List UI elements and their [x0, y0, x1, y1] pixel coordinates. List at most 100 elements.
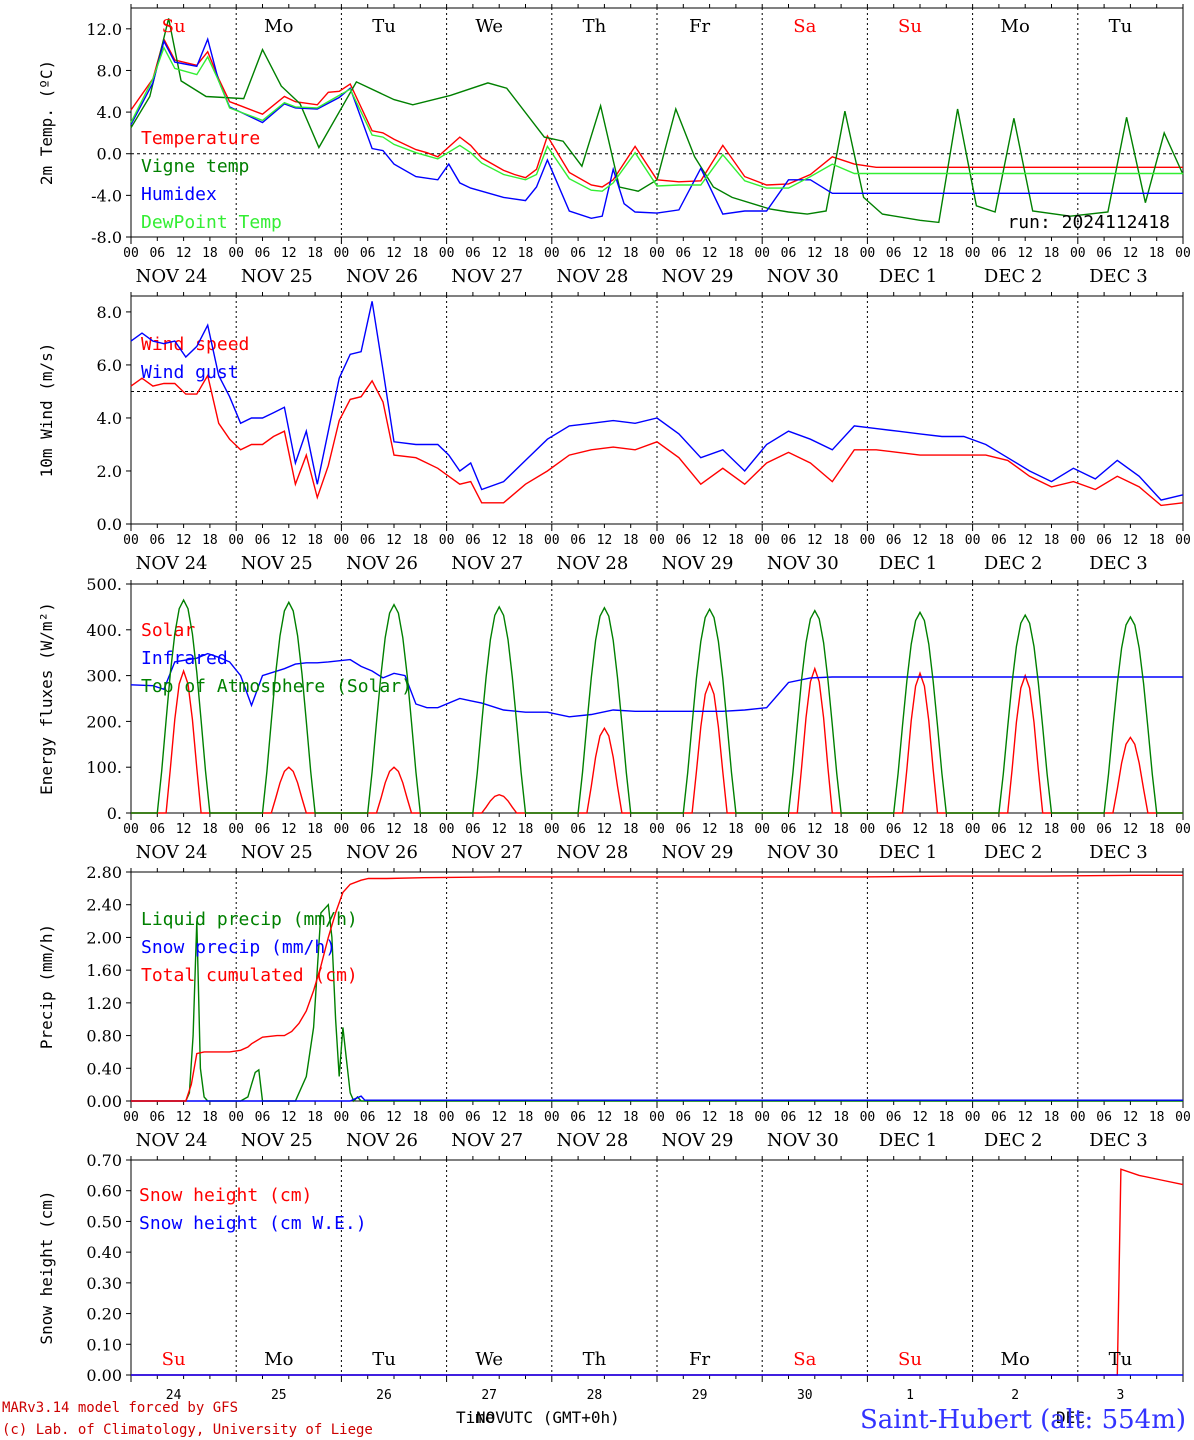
hour-tick-label: 00 [334, 822, 350, 837]
hour-tick-label: 18 [518, 822, 534, 837]
hour-tick-label: 00 [1070, 246, 1086, 261]
hour-tick-label: 06 [360, 822, 376, 837]
hour-tick-label: 12 [597, 1110, 613, 1125]
run-label: run: 2024112418 [1007, 212, 1170, 233]
y-tick-label: 0.40 [86, 1059, 122, 1078]
hour-tick-label: 18 [1149, 822, 1165, 837]
hour-tick-label: 06 [465, 246, 481, 261]
weekday-label: Fr [689, 1349, 710, 1370]
hour-tick-label: 18 [412, 246, 428, 261]
hour-tick-label: 18 [728, 1110, 744, 1125]
month-label: NOV [476, 1408, 505, 1427]
date-label: NOV 26 [346, 553, 418, 574]
hour-tick-label: 00 [544, 1110, 560, 1125]
date-label: DEC 3 [1089, 266, 1148, 287]
hour-tick-label: 18 [412, 822, 428, 837]
weekday-label: Sa [793, 1349, 816, 1370]
y-tick-label: 400. [86, 621, 122, 640]
hour-tick-label: 12 [491, 246, 507, 261]
hour-tick-label: 18 [833, 246, 849, 261]
hour-tick-label: 00 [334, 246, 350, 261]
hour-tick-label: 00 [860, 1110, 876, 1125]
date-label: DEC 3 [1089, 1130, 1148, 1151]
hour-tick-label: 00 [754, 1110, 770, 1125]
hour-tick-label: 06 [360, 533, 376, 548]
hour-tick-label: 12 [912, 533, 928, 548]
hour-tick-label: 06 [675, 822, 691, 837]
hour-tick-label: 18 [518, 1110, 534, 1125]
hour-tick-label: 12 [176, 533, 192, 548]
hour-tick-label: 06 [1096, 822, 1112, 837]
hour-tick-label: 06 [991, 1110, 1007, 1125]
hour-tick-label: 12 [1017, 1110, 1033, 1125]
date-label: DEC 2 [984, 266, 1043, 287]
lab-credit: (c) Lab. of Climatology, University of L… [2, 1422, 373, 1438]
hour-tick-label: 06 [886, 1110, 902, 1125]
date-label: NOV 29 [662, 266, 734, 287]
y-tick-label: 2.0 [97, 462, 122, 481]
legend-entry: Vigne temp [141, 156, 249, 177]
y-tick-label: 1.60 [86, 961, 122, 980]
hour-tick-label: 06 [1096, 246, 1112, 261]
hour-tick-label: 18 [623, 246, 639, 261]
hour-tick-label: 12 [1123, 533, 1139, 548]
hour-tick-label: 06 [360, 1110, 376, 1125]
hour-tick-label: 06 [360, 246, 376, 261]
series-line-humidex [130, 36, 1183, 220]
date-label: NOV 24 [136, 553, 208, 574]
hour-tick-label: 06 [570, 1110, 586, 1125]
hour-tick-label: 18 [1149, 1110, 1165, 1125]
hour-tick-label: 00 [1070, 822, 1086, 837]
hour-tick-label: 00 [123, 246, 139, 261]
hour-tick-label: 00 [228, 533, 244, 548]
legend-entry: Wind speed [141, 334, 249, 355]
hour-tick-label: 00 [1070, 1110, 1086, 1125]
hour-tick-label: 06 [675, 1110, 691, 1125]
hour-tick-label: 18 [202, 533, 218, 548]
series-line-snow-precip-mm-h- [131, 1095, 1183, 1102]
date-label: NOV 28 [556, 1130, 628, 1151]
hour-tick-label: 18 [833, 1110, 849, 1125]
hour-tick-label: 00 [439, 822, 455, 837]
hour-tick-label: 06 [255, 246, 271, 261]
hour-tick-label: 00 [649, 822, 665, 837]
hour-tick-label: 00 [754, 533, 770, 548]
y-tick-label: 0.10 [86, 1335, 122, 1354]
hour-tick-label: 12 [386, 1110, 402, 1125]
hour-tick-label: 18 [938, 822, 954, 837]
hour-tick-label: 06 [255, 1110, 271, 1125]
hour-tick-label: 06 [781, 246, 797, 261]
weekday-label: Mo [264, 1349, 293, 1370]
hour-tick-label: 18 [1044, 822, 1060, 837]
hour-tick-label: 18 [1044, 1110, 1060, 1125]
weekday-label: Mo [1001, 16, 1030, 37]
y-tick-label: 100. [86, 758, 122, 777]
hour-tick-label: 00 [1175, 822, 1191, 837]
hour-tick-label: 00 [439, 246, 455, 261]
hour-tick-label: 06 [570, 533, 586, 548]
hour-tick-label: 12 [702, 822, 718, 837]
y-tick-label: 0.00 [86, 1092, 122, 1111]
hour-tick-label: 12 [807, 246, 823, 261]
hour-tick-label: 00 [544, 533, 560, 548]
hour-tick-label: 06 [991, 533, 1007, 548]
weekday-label: Sa [793, 16, 816, 37]
hour-tick-label: 00 [544, 822, 560, 837]
day-number-label: 25 [271, 1388, 287, 1403]
date-label: DEC 1 [879, 266, 938, 287]
weekday-label: Tu [1109, 1349, 1133, 1370]
legend-entry: Wind gust [141, 362, 239, 383]
hour-tick-label: 12 [1017, 533, 1033, 548]
hour-tick-label: 06 [781, 822, 797, 837]
y-tick-label: 4.0 [97, 409, 122, 428]
weekday-label: Th [583, 16, 607, 37]
weekday-label: We [475, 16, 503, 37]
hour-tick-label: 18 [728, 246, 744, 261]
weekday-label: Su [162, 1349, 186, 1370]
hour-tick-label: 06 [675, 533, 691, 548]
legend-entry: Infrared [141, 648, 228, 669]
date-label: DEC 1 [879, 553, 938, 574]
y-axis-label: Snow height (cm) [37, 1190, 56, 1344]
hour-tick-label: 00 [965, 533, 981, 548]
hour-tick-label: 06 [465, 822, 481, 837]
